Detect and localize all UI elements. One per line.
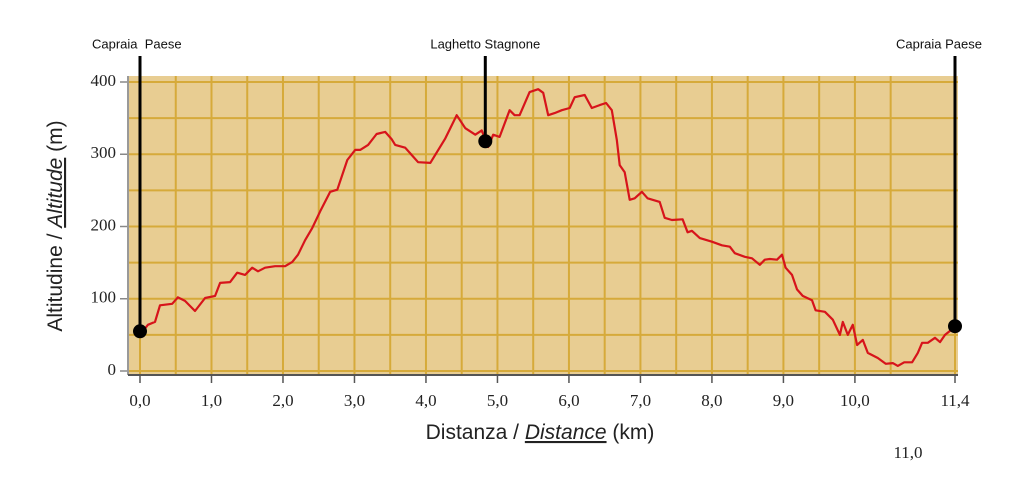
elevation-line — [139, 88, 956, 367]
annotation-label: Laghetto Stagnone — [430, 36, 540, 51]
x-tick-label: 3,0 — [344, 391, 365, 410]
x-tick-label: 1,0 — [201, 391, 222, 410]
stray-label: 11,0 — [893, 443, 922, 462]
x-label-part: (km) — [607, 421, 655, 444]
x-tick-label: 9,0 — [773, 391, 794, 410]
y-axis-label: Altitudine / Altitude (m) — [44, 120, 67, 331]
y-label-part: Altitude — [44, 158, 67, 230]
y-tick-label: 0 — [108, 360, 117, 379]
x-tick-label: 11,4 — [940, 391, 970, 410]
x-tick-label: 10,0 — [840, 391, 870, 410]
x-tick-label: 5,0 — [487, 391, 508, 410]
y-label-part: Altitudine / — [44, 228, 67, 332]
annotation-point — [478, 134, 493, 149]
y-tick-label: 200 — [91, 215, 117, 234]
y-tick-label: 100 — [91, 288, 117, 307]
y-tick-label: 400 — [91, 71, 117, 90]
plot-area — [128, 76, 958, 375]
x-tick-label: 2,0 — [272, 391, 293, 410]
x-axis-label: Distanza / Distance (km) — [426, 421, 655, 444]
x-tick-label: 0,0 — [129, 391, 150, 410]
annotation-label: Capraia Paese — [896, 36, 982, 51]
annotation-label: Capraia Paese — [92, 36, 182, 51]
x-tick-label: 7,0 — [630, 391, 651, 410]
y-tick-label: 300 — [91, 143, 117, 162]
x-tick-label: 6,0 — [558, 391, 579, 410]
annotation-point — [948, 319, 962, 334]
y-label-part: (m) — [44, 120, 67, 157]
x-label-part: Distanza / — [426, 421, 525, 444]
x-tick-label: 4,0 — [415, 391, 436, 410]
x-label-part: Distance — [525, 421, 607, 444]
annotation-point — [133, 324, 147, 339]
x-tick-label: 8,0 — [701, 391, 722, 410]
